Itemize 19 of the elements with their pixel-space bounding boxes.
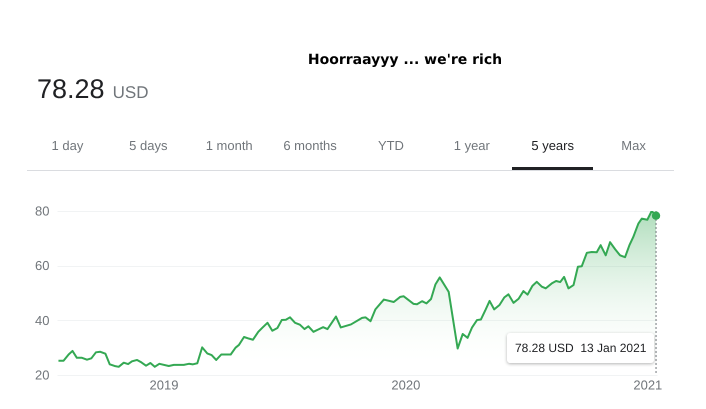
y-tick-label: 60 (35, 258, 50, 274)
x-tick-label: 2020 (391, 378, 420, 392)
text: Max (620, 138, 647, 155)
chart-title: Hoorraayyy ... we're rich (306, 52, 504, 68)
text: 1 year (452, 138, 491, 155)
text: 5 years (530, 138, 575, 155)
text: 5 days (128, 138, 168, 155)
text: USD (112, 83, 148, 102)
text: 1 month (204, 138, 254, 155)
x-tick-label: 2021 (633, 378, 662, 392)
y-tick-label: 40 (35, 312, 50, 328)
text: YTD (376, 138, 405, 155)
y-tick-label: 80 (35, 204, 50, 218)
text: 78.28 (37, 74, 105, 104)
y-tick-label: 20 (35, 368, 50, 382)
annotation: 78.28 USD 13 Jan 2021 (507, 333, 654, 363)
text: 6 months (282, 138, 338, 155)
x-tick-label: 2019 (149, 378, 178, 392)
text: 1 day (50, 138, 84, 155)
